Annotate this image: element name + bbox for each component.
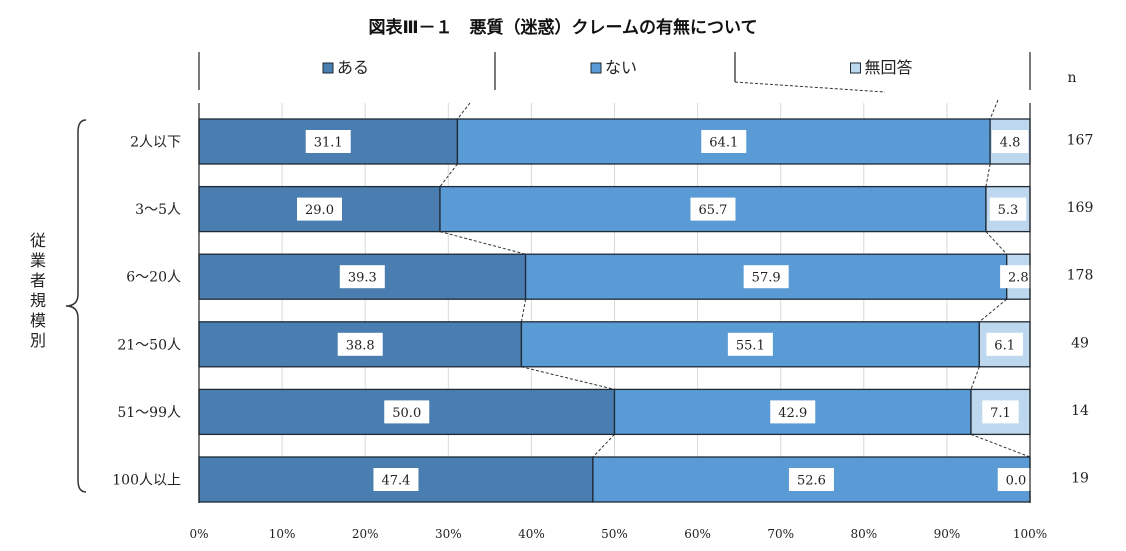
data-label-box	[701, 130, 747, 153]
x-tick-label: 60%	[684, 527, 711, 541]
data-label: 2.8	[1008, 271, 1029, 286]
n-value: 169	[1067, 200, 1094, 216]
data-label-box	[788, 468, 834, 491]
data-label: 42.9	[778, 406, 807, 421]
data-label: 47.4	[381, 474, 410, 489]
connector-line	[520, 299, 527, 322]
data-label-box	[384, 400, 430, 424]
n-value: 19	[1071, 471, 1089, 487]
x-tick-label: 90%	[934, 527, 961, 541]
data-label-box	[743, 265, 789, 289]
data-label: 0.0	[1006, 474, 1027, 489]
category-label: 51〜99人	[117, 405, 181, 421]
data-label: 29.0	[305, 203, 334, 218]
category-label: 3〜5人	[135, 202, 181, 218]
data-label: 5.3	[998, 203, 1019, 218]
data-label: 52.6	[797, 474, 826, 489]
bar-segment	[970, 388, 1031, 436]
x-tick-label: 50%	[601, 527, 628, 541]
data-label-box	[727, 332, 773, 356]
data-label: 7.1	[990, 406, 1011, 421]
category-label: 2人以下	[130, 135, 181, 151]
data-label: 57.9	[752, 271, 781, 286]
category-label: 100人以上	[112, 473, 181, 489]
legend: ある ない 無回答	[198, 52, 1031, 120]
data-label: 38.8	[346, 338, 375, 353]
data-label: 31.1	[314, 136, 343, 151]
connector-line	[970, 366, 980, 390]
connector-line	[985, 163, 991, 187]
data-label-box	[991, 130, 1029, 153]
group-label-char: 規	[30, 291, 46, 310]
legend-swatch	[590, 62, 602, 74]
data-labels: 31.1 64.1 4.8 29.0 65.7 5.3 39.3 57.9 2.8 38.8 55.…	[296, 130, 1037, 491]
data-label: 65.7	[698, 203, 727, 218]
data-label-box	[770, 400, 816, 424]
data-label-box	[997, 468, 1035, 491]
data-label-box	[1000, 265, 1037, 289]
connector-line	[978, 298, 1008, 323]
series-connectors	[439, 163, 1031, 458]
data-label-box	[989, 197, 1027, 221]
connector-line	[439, 231, 526, 255]
legend-connector	[457, 102, 471, 120]
data-label: 50.0	[392, 406, 421, 421]
n-value: 167	[1067, 133, 1094, 149]
legend-connector	[734, 81, 886, 93]
n-value: 14	[1071, 403, 1089, 419]
data-label: 39.3	[348, 271, 377, 286]
x-tick-label: 20%	[352, 527, 379, 541]
legend-swatch	[850, 62, 861, 74]
data-label-box	[373, 468, 419, 491]
category-label: 21〜50人	[117, 337, 181, 353]
data-label-box	[986, 332, 1023, 356]
connector-line	[592, 434, 615, 458]
x-tick-label: 40%	[518, 527, 545, 541]
data-label-box	[305, 130, 351, 153]
x-tick-label: 70%	[767, 527, 794, 541]
n-header: n	[1067, 70, 1076, 86]
data-label: 55.1	[736, 338, 765, 353]
data-label-box	[690, 197, 736, 221]
group-label-char: 従	[30, 231, 46, 250]
legend-label: ある	[337, 58, 369, 77]
legend-connector	[989, 99, 999, 120]
x-tick-label: 80%	[850, 527, 877, 541]
connector-line	[985, 231, 1008, 255]
data-label: 4.8	[1000, 136, 1021, 151]
group-label-char: 業	[30, 251, 46, 270]
x-tick-label: 0%	[189, 527, 208, 541]
data-label-box	[296, 197, 342, 221]
group-label-char: 者	[30, 271, 46, 290]
chart-title: 図表Ⅲ－１ 悪質（迷惑）クレームの有無について	[368, 17, 757, 38]
group-label-char: 別	[30, 331, 46, 350]
data-label: 6.1	[994, 338, 1015, 353]
data-label: 64.1	[709, 136, 738, 151]
legend-label: 無回答	[865, 58, 913, 77]
x-tick-label: 10%	[269, 527, 296, 541]
legend-swatch	[322, 62, 334, 74]
axes: 0% 10% 20% 30% 40% 50% 60% 70% 80% 90% 100% 2人以下 167…	[112, 103, 1093, 541]
connector-line	[521, 366, 615, 390]
group-label-char: 模	[30, 311, 46, 330]
legend-label: ない	[605, 58, 637, 77]
x-tick-label: 30%	[435, 527, 462, 541]
data-label-box	[339, 265, 385, 289]
category-label: 6〜20人	[126, 270, 181, 286]
data-label-box	[982, 400, 1019, 424]
data-label-box	[337, 332, 383, 356]
x-tick-label: 100%	[1013, 527, 1047, 541]
group-brace	[65, 119, 87, 493]
connector-line	[970, 433, 1031, 458]
n-value: 49	[1071, 335, 1089, 351]
n-value: 178	[1067, 268, 1094, 284]
